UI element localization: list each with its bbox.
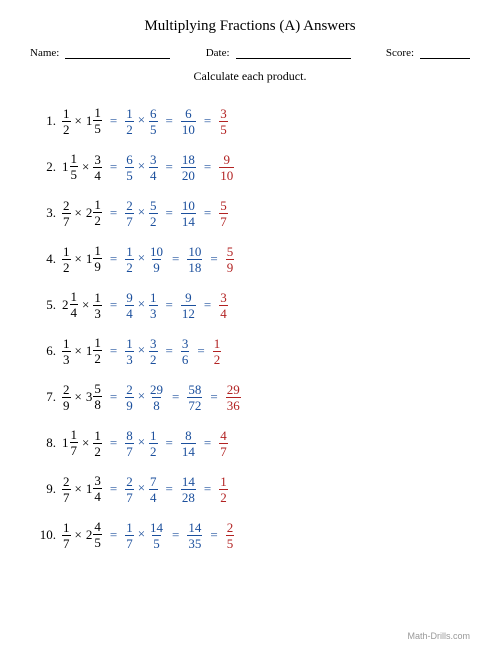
problem-row: 7.29×358=29×298=5872=2936 [36, 374, 470, 420]
problem-number: 8. [36, 435, 56, 451]
problem-number: 2. [36, 159, 56, 175]
problem-row: 8.117×12=87×12=814=47 [36, 420, 470, 466]
instruction: Calculate each product. [30, 69, 470, 84]
problem-number: 7. [36, 389, 56, 405]
problem-number: 5. [36, 297, 56, 313]
problem-row: 6.13×112=13×32=36=12 [36, 328, 470, 374]
problem-number: 6. [36, 343, 56, 359]
problem-row: 9.27×134=27×74=1428=12 [36, 466, 470, 512]
problem-row: 2.115×34=65×34=1820=910 [36, 144, 470, 190]
problem-number: 3. [36, 205, 56, 221]
problem-row: 4.12×119=12×109=1018=59 [36, 236, 470, 282]
problem-number: 9. [36, 481, 56, 497]
header-row: Name: Date: Score: [30, 47, 470, 59]
problem-row: 10.17×245=17×145=1435=25 [36, 512, 470, 558]
page-title: Multiplying Fractions (A) Answers [30, 18, 470, 35]
problem-row: 1.12×115=12×65=610=35 [36, 98, 470, 144]
problem-number: 1. [36, 113, 56, 129]
date-label: Date: [206, 47, 230, 59]
date-field[interactable] [236, 47, 351, 59]
problems-list: 1.12×115=12×65=610=352.115×34=65×34=1820… [30, 98, 470, 558]
problem-row: 5.214×13=94×13=912=34 [36, 282, 470, 328]
problem-number: 10. [36, 527, 56, 543]
name-field[interactable] [65, 47, 170, 59]
problem-number: 4. [36, 251, 56, 267]
footer: Math-Drills.com [407, 631, 470, 641]
score-field[interactable] [420, 47, 470, 59]
name-label: Name: [30, 47, 59, 59]
score-label: Score: [386, 47, 414, 59]
worksheet-page: Multiplying Fractions (A) Answers Name: … [0, 0, 500, 647]
problem-row: 3.27×212=27×52=1014=57 [36, 190, 470, 236]
